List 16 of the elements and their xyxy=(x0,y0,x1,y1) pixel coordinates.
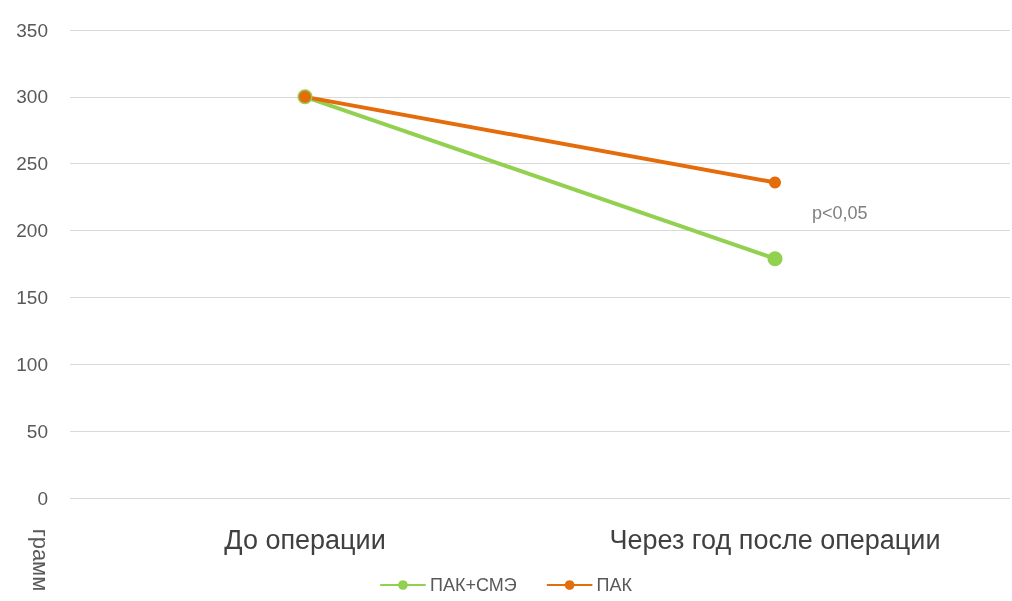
y-tick-label: 0 xyxy=(37,487,48,509)
legend-label: ПАК+СМЭ xyxy=(429,575,517,595)
annotation: p<0,05 xyxy=(812,203,868,223)
x-tick-label: Через год после операции xyxy=(609,524,941,555)
y-tick-label: 100 xyxy=(16,353,48,375)
x-tick-label: До операции xyxy=(224,524,386,555)
y-tick-label: 350 xyxy=(16,19,48,41)
point xyxy=(769,176,781,189)
point xyxy=(767,251,783,267)
y-axis-title: грамм xyxy=(27,528,53,592)
y-tick-label: 150 xyxy=(16,286,48,308)
y-tick-label: 300 xyxy=(16,86,48,108)
y-tick-label: 250 xyxy=(16,153,48,175)
y-tick-label: 200 xyxy=(16,220,48,242)
legend-label: ПАК xyxy=(596,575,633,595)
y-tick-label: 50 xyxy=(26,420,48,442)
